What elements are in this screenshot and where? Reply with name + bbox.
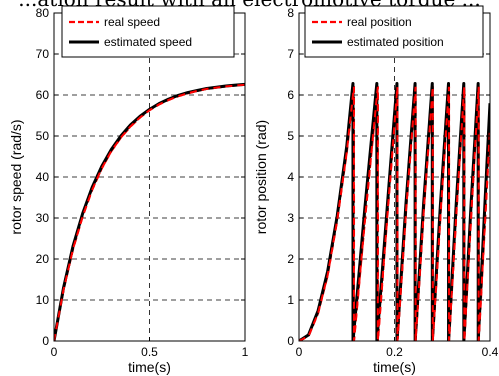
figure-caption: ...ation result with an electromotive to… [0, 0, 499, 9]
x-axis-label: time(s) [128, 359, 171, 375]
y-tick-label: 3 [287, 211, 294, 225]
y-axis-label: rotor speed (rad/s) [8, 119, 24, 234]
y-tick-label: 2 [287, 252, 294, 266]
y-tick-label: 0 [42, 334, 49, 348]
y-axis-label: rotor position (rad) [253, 120, 269, 234]
x-tick-label: 1 [242, 345, 249, 359]
legend-label: real position [347, 15, 412, 29]
position-chart: 0 0.2 0.4 0 1 2 3 4 5 6 7 8 time(s) rotor position (r… [253, 5, 499, 375]
y-tick-label: 4 [287, 170, 294, 184]
legend-label: real speed [104, 15, 160, 29]
y-tick-label: 20 [36, 252, 50, 266]
y-tick-label: 10 [36, 293, 50, 307]
series-real-line-overlay [54, 83, 245, 341]
series-real-line-overlay [299, 86, 490, 341]
x-tick-label: 0.5 [141, 345, 158, 359]
x-tick-label: 0 [51, 345, 58, 359]
y-tick-label: 50 [36, 129, 50, 143]
y-tick-label: 7 [287, 47, 294, 61]
y-tick-label: 40 [36, 170, 50, 184]
y-tick-label: 0 [287, 334, 294, 348]
legend-label: estimated speed [104, 35, 192, 49]
legend-box [61, 5, 235, 58]
x-tick-label: 0.2 [386, 345, 403, 359]
y-tick-label: 8 [287, 6, 294, 20]
y-tick-label: 70 [36, 47, 50, 61]
y-tick-label: 30 [36, 211, 50, 225]
y-tick-label: 6 [287, 88, 294, 102]
x-axis-label: time(s) [373, 359, 416, 375]
y-tick-label: 1 [287, 293, 294, 307]
legend-label: estimated position [347, 35, 444, 49]
y-tick-label: 5 [287, 129, 294, 143]
legend: real speed estimated speed [61, 5, 235, 58]
y-tick-label: 60 [36, 88, 50, 102]
y-tick-label: 80 [36, 6, 50, 20]
x-tick-label: 0 [296, 345, 303, 359]
x-tick-label: 0.4 [482, 345, 499, 359]
legend: real position estimated position [304, 5, 484, 58]
legend-box [304, 5, 484, 58]
